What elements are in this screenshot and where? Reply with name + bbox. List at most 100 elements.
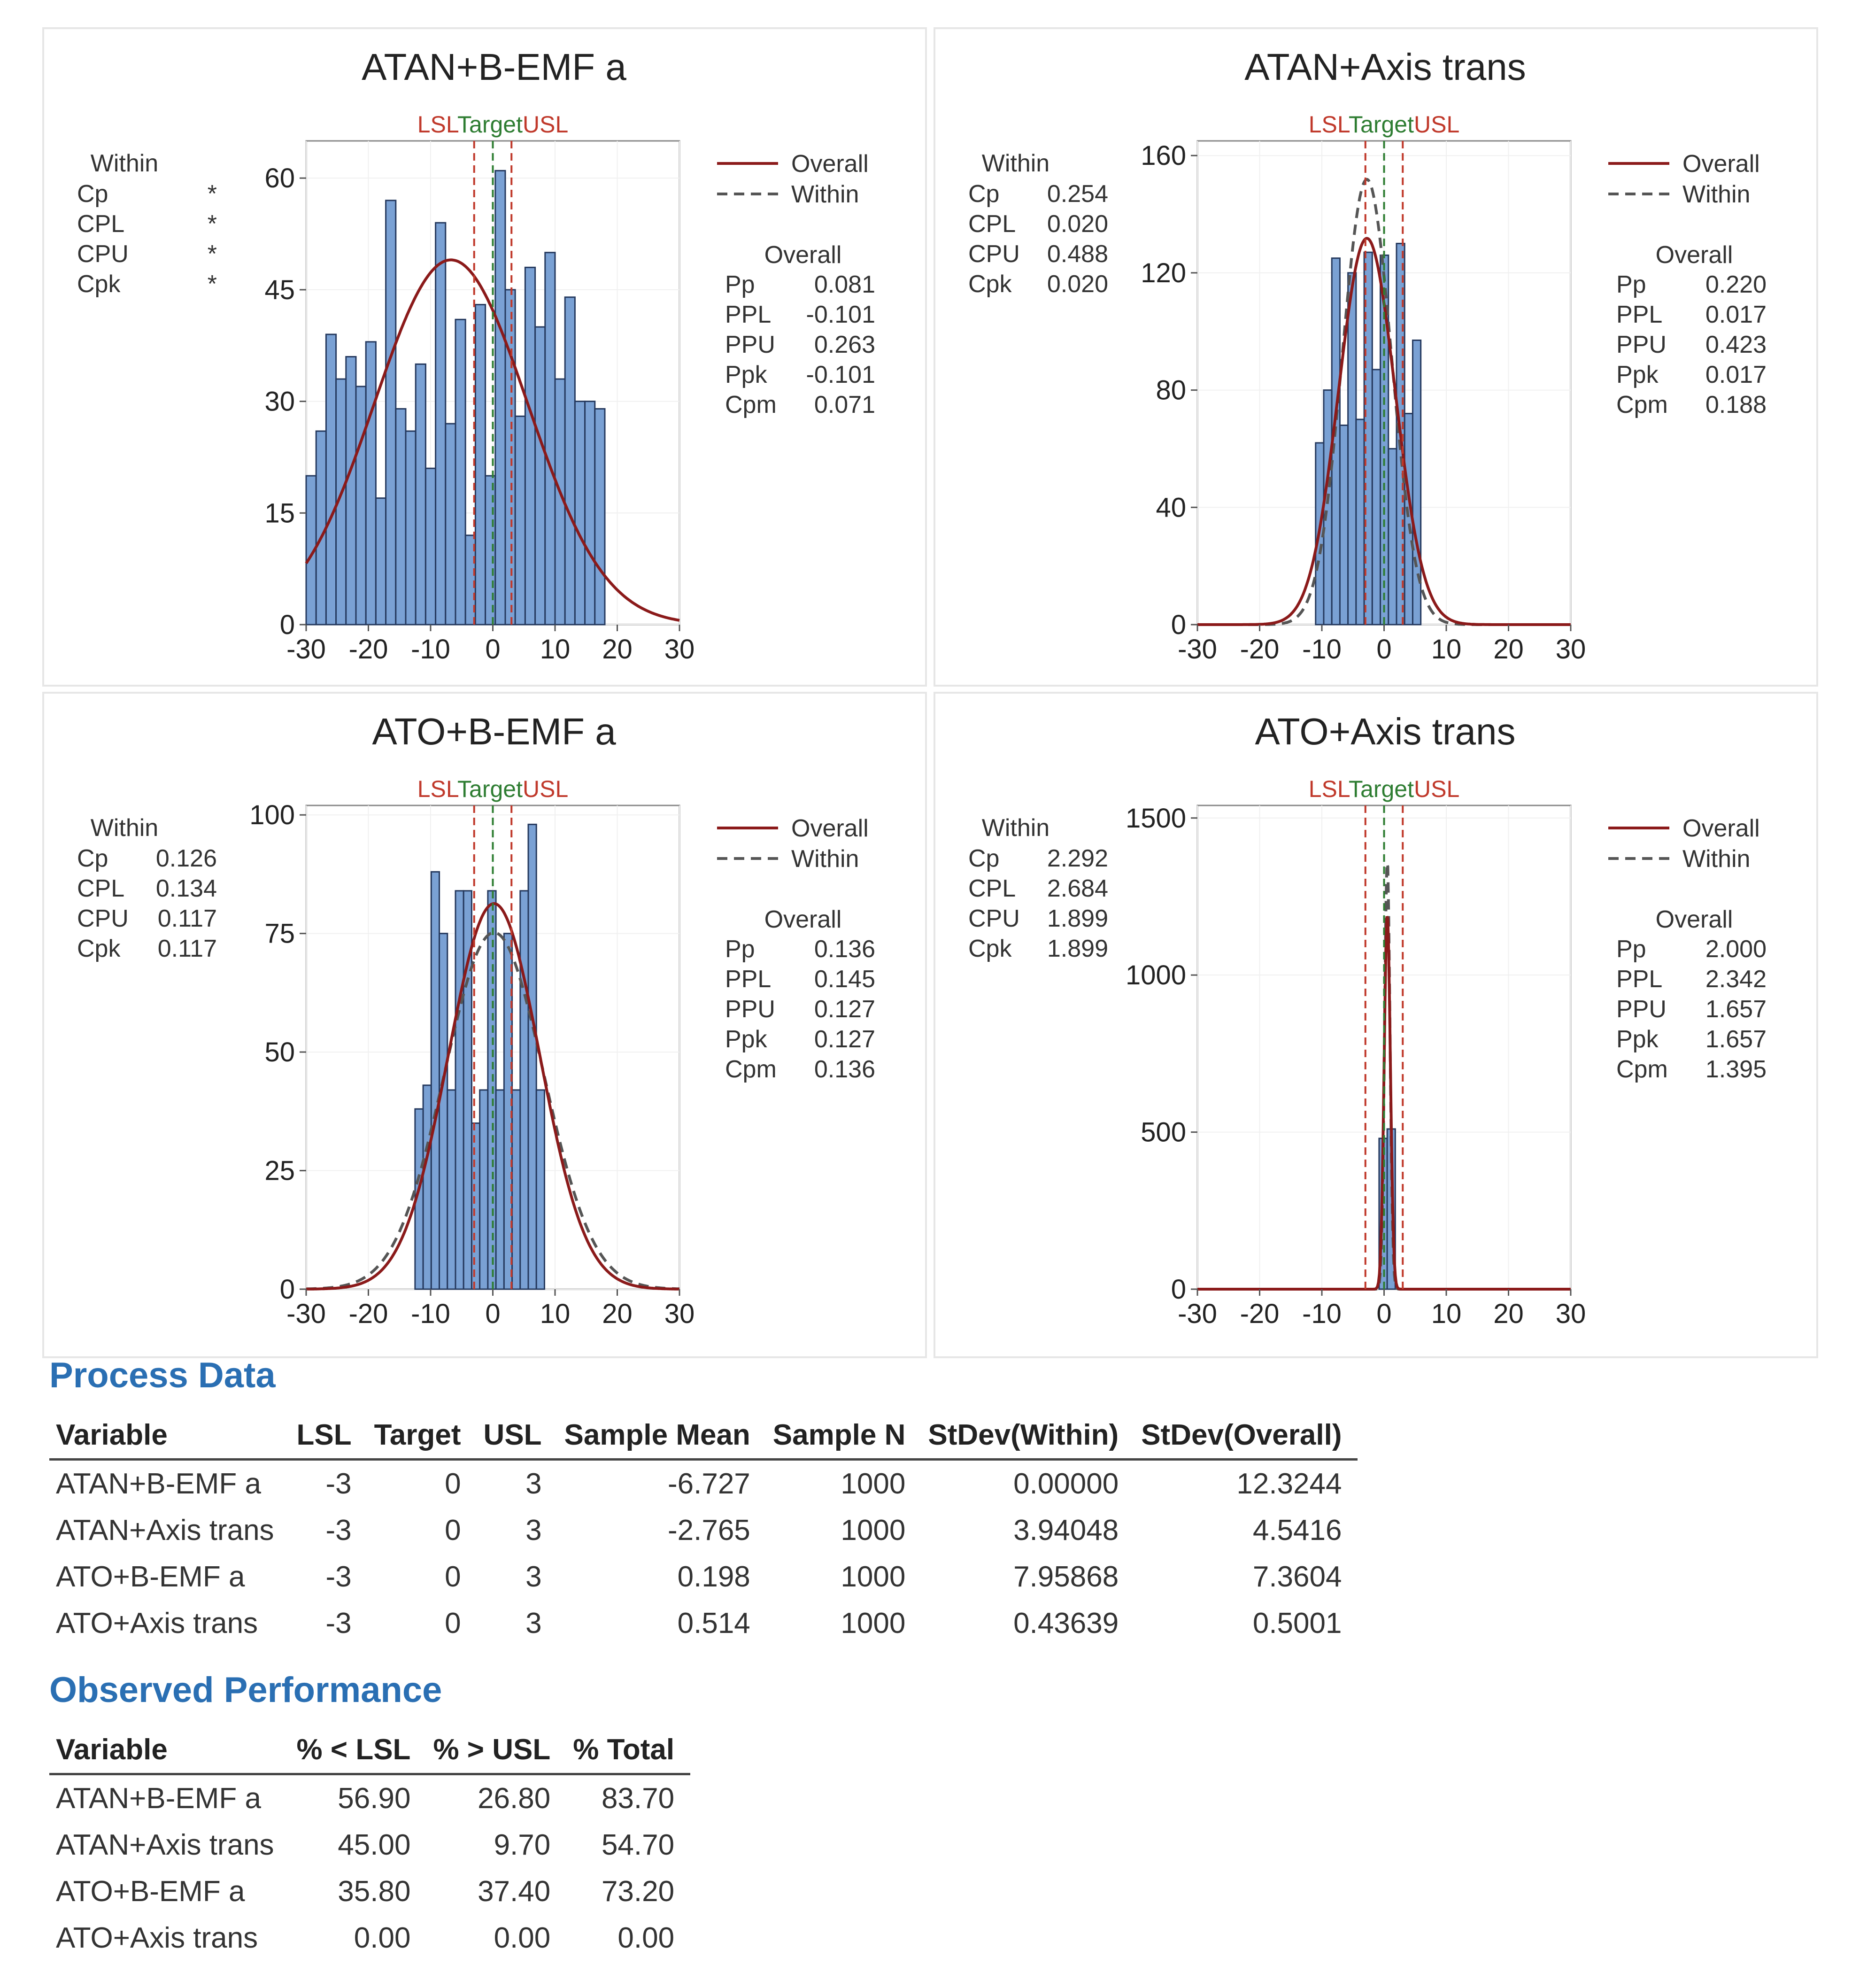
value-cell: 0.00: [494, 1922, 551, 1954]
overall-stat-value: 0.423: [1705, 331, 1767, 358]
value-cell: 4.5416: [1252, 1514, 1342, 1547]
histogram-bar: [422, 1084, 432, 1290]
within-stat-value: 1.899: [1047, 935, 1108, 962]
overall-stat-value: 0.081: [814, 271, 875, 298]
legend-within-label: Within: [1682, 181, 1750, 208]
within-stat-value: *: [208, 271, 217, 298]
capability-panel: ATO+B-EMF a LSLTargetUSL -30 -20 -10 0 10 20 30 0…: [42, 692, 927, 1358]
header-pct-total: % Total: [566, 1733, 691, 1775]
value-cell: 0: [445, 1468, 461, 1500]
header-variable: Variable: [49, 1733, 290, 1775]
y-tick-label: 25: [264, 1156, 295, 1186]
header-lsl: LSL: [290, 1418, 368, 1461]
legend-overall-label: Overall: [1682, 815, 1760, 842]
variable-cell: ATO+Axis trans: [56, 1607, 258, 1640]
within-stat-value: 0.126: [156, 845, 217, 872]
overall-stat-label: PPL: [1616, 966, 1662, 993]
histogram-bar: [439, 933, 448, 1290]
overall-stat-value: 0.263: [814, 331, 875, 358]
overall-stat-value: 0.145: [814, 966, 875, 993]
x-tick-label: -20: [1240, 1299, 1280, 1329]
within-stat-label: CPL: [968, 875, 1016, 902]
histogram-bar: [345, 356, 357, 626]
header-variable: Variable: [49, 1418, 290, 1461]
spec-labels: LSLTargetUSL: [1309, 776, 1460, 802]
x-tick-label: 10: [1431, 634, 1462, 665]
within-heading: Within: [91, 150, 158, 177]
x-tick-label: -20: [349, 634, 388, 665]
within-stat-label: Cpk: [968, 935, 1012, 962]
value-cell: -3: [325, 1561, 352, 1593]
histogram-bar: [479, 1089, 489, 1290]
legend-within-label: Within: [791, 845, 859, 873]
process-data-row: ATAN+Axis trans -3 0 3 -2.765 1000 3.94048 4.54…: [49, 1507, 1358, 1554]
legend-within-label: Within: [1682, 845, 1750, 873]
variable-cell: ATAN+Axis trans: [56, 1514, 274, 1547]
y-tick-label: 0: [280, 610, 295, 640]
histogram-bar: [494, 170, 506, 626]
x-tick-label: -20: [1240, 634, 1280, 665]
histogram-bar: [524, 266, 536, 626]
chart-title: ATAN+Axis trans: [1244, 46, 1526, 88]
overall-stat-value: 2.000: [1705, 936, 1767, 963]
histogram-bar: [495, 1089, 505, 1290]
observed-performance-header-row: Variable % < LSL % > USL % Total: [49, 1733, 691, 1775]
histogram-bar: [504, 289, 516, 626]
histogram-bar: [1388, 448, 1397, 626]
legend-overall-label: Overall: [1682, 150, 1760, 178]
overall-stat-label: Cpm: [1616, 391, 1668, 418]
overall-heading: Overall: [764, 241, 842, 269]
overall-stat-label: Pp: [725, 936, 755, 963]
histogram-bar: [1355, 418, 1365, 626]
x-tick-label: -30: [1178, 634, 1217, 665]
histogram-bar: [474, 304, 486, 626]
value-cell: -6.727: [667, 1468, 750, 1500]
x-tick-label: -30: [1178, 1299, 1217, 1329]
y-tick-label: 15: [264, 498, 295, 528]
overall-stat-label: PPL: [1616, 301, 1662, 328]
within-stat-label: CPU: [968, 905, 1020, 932]
histogram-bar: [455, 318, 466, 626]
y-tick-label: 50: [264, 1037, 295, 1067]
spec-labels: LSLTargetUSL: [1309, 111, 1460, 138]
value-cell: 0.43639: [1013, 1607, 1119, 1640]
value-cell: 54.70: [601, 1829, 675, 1861]
within-curve: [306, 931, 679, 1291]
within-stat-label: Cpk: [77, 271, 121, 298]
process-data-table: Variable LSL Target USL Sample Mean Samp…: [49, 1418, 1358, 1647]
value-cell: 45.00: [338, 1829, 411, 1861]
overall-stat-value: 0.071: [814, 391, 875, 418]
panel-frame: [934, 27, 1818, 687]
overall-stat-value: 1.657: [1705, 996, 1767, 1023]
spec-label-usl: USL: [1414, 776, 1459, 802]
spec-label-usl: USL: [523, 776, 568, 802]
within-stat-label: Cpk: [968, 271, 1012, 298]
x-tick-label: -10: [1302, 634, 1342, 665]
x-tick-label: 30: [1556, 1299, 1586, 1329]
x-tick-label: -20: [349, 1299, 388, 1329]
x-tick-label: 0: [1376, 634, 1391, 665]
x-tick-label: -30: [286, 1299, 326, 1329]
within-stat-value: *: [208, 180, 217, 208]
observed-performance-row: ATAN+Axis trans 45.00 9.70 54.70: [49, 1822, 690, 1868]
x-tick-label: 0: [485, 634, 500, 665]
value-cell: -3: [325, 1607, 352, 1640]
overall-stat-value: 0.136: [814, 936, 875, 963]
value-cell: 35.80: [338, 1875, 411, 1908]
x-tick-label: -10: [411, 634, 450, 665]
spec-labels: LSLTargetUSL: [417, 776, 569, 802]
y-tick-label: 75: [264, 919, 295, 949]
header-sample-n: Sample N: [766, 1418, 922, 1461]
y-tick-label: 100: [249, 800, 295, 830]
within-stat-label: Cp: [968, 845, 999, 872]
x-tick-label: 20: [602, 634, 633, 665]
overall-stat-label: PPL: [725, 966, 771, 993]
value-cell: 0.198: [677, 1561, 750, 1593]
legend-overall-label: Overall: [791, 150, 869, 178]
histogram-bar: [447, 1089, 456, 1290]
header-target: Target: [367, 1418, 477, 1461]
within-stat-label: CPL: [968, 210, 1016, 238]
overall-stat-value: 0.017: [1705, 361, 1767, 388]
value-cell: 1000: [841, 1607, 906, 1640]
overall-stat-label: Ppk: [1616, 361, 1659, 388]
